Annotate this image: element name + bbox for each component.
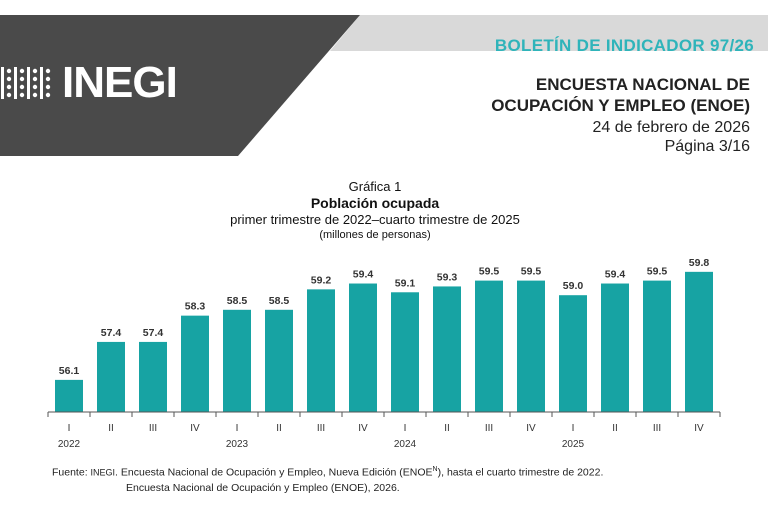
x-tick-label-8: IV xyxy=(358,423,368,434)
bar-5 xyxy=(223,309,251,412)
source-line1: Fuente: INEGI. Encuesta Nacional de Ocup… xyxy=(52,462,603,481)
data-label-12: 59.5 xyxy=(521,266,542,278)
data-label-11: 59.5 xyxy=(479,266,500,278)
bar-11 xyxy=(475,280,503,412)
data-label-14: 59.4 xyxy=(605,269,626,281)
data-label-13: 59.0 xyxy=(563,280,584,292)
x-tick-label-10: II xyxy=(444,423,450,434)
bar-3 xyxy=(139,341,167,412)
data-label-8: 59.4 xyxy=(353,269,374,281)
inegi-logo: INEGI xyxy=(0,58,178,107)
header-light-band xyxy=(330,15,768,51)
bar-16 xyxy=(685,271,713,412)
x-tick-label-13: I xyxy=(572,423,575,434)
bar-15 xyxy=(643,280,671,412)
bulletin-title: BOLETÍN DE INDICADOR 97/26 xyxy=(494,36,754,55)
chart-titles: Gráfica 1 Población ocupada primer trime… xyxy=(0,179,750,242)
year-label-2025: 2025 xyxy=(562,439,585,450)
x-tick-label-14: II xyxy=(612,423,618,434)
chart-title: Población ocupada xyxy=(310,195,440,211)
chart-subtitle: primer trimestre de 2022–cuarto trimestr… xyxy=(230,212,520,227)
bar-7 xyxy=(307,289,335,412)
data-label-1: 56.1 xyxy=(59,365,80,377)
bar-6 xyxy=(265,309,293,412)
x-tick-label-2: II xyxy=(108,423,114,434)
bar-14 xyxy=(601,283,629,412)
x-tick-label-16: IV xyxy=(694,423,704,434)
data-label-3: 57.4 xyxy=(143,327,164,339)
inegi-logo-mark xyxy=(1,67,51,99)
bar-4 xyxy=(181,315,209,412)
source-sup: N xyxy=(432,466,438,473)
source-line2: Encuesta Nacional de Ocupación y Empleo … xyxy=(126,481,400,494)
bar-13 xyxy=(559,295,587,412)
bar-chart: 56.1I57.4II57.4III58.3IV58.5I58.5II59.2I… xyxy=(47,257,721,450)
source-org: INEGI xyxy=(90,467,116,478)
x-tick-label-1: I xyxy=(68,423,71,434)
chart-label: Gráfica 1 xyxy=(348,179,402,194)
x-tick-label-5: I xyxy=(236,423,239,434)
data-label-5: 58.5 xyxy=(227,295,248,307)
header-band xyxy=(0,15,768,156)
x-tick-label-7: III xyxy=(317,423,325,434)
survey-title-line2: OCUPACIÓN Y EMPLEO (ENOE) xyxy=(491,96,750,115)
bar-8 xyxy=(349,283,377,412)
x-tick-label-3: III xyxy=(149,423,157,434)
bar-2 xyxy=(97,341,125,412)
data-label-7: 59.2 xyxy=(311,274,332,286)
survey-title-line1: ENCUESTA NACIONAL DE xyxy=(535,75,750,94)
data-label-16: 59.8 xyxy=(689,257,710,269)
x-tick-label-6: II xyxy=(276,423,282,434)
data-label-6: 58.5 xyxy=(269,295,290,307)
source-prefix: Fuente: xyxy=(52,466,91,479)
data-label-4: 58.3 xyxy=(185,301,206,313)
data-label-10: 59.3 xyxy=(437,271,458,283)
inegi-logo-text: INEGI xyxy=(62,58,178,107)
survey-title: ENCUESTA NACIONAL DE OCUPACIÓN Y EMPLEO … xyxy=(491,74,750,116)
x-tick-label-15: III xyxy=(653,423,661,434)
page-number: Página 3/16 xyxy=(664,138,750,155)
data-label-15: 59.5 xyxy=(647,266,668,278)
chart-units: (millones de personas) xyxy=(319,229,431,241)
x-tick-label-9: I xyxy=(404,423,407,434)
x-tick-label-11: III xyxy=(485,423,493,434)
publication-date: 24 de febrero de 2026 xyxy=(592,119,750,136)
bar-1 xyxy=(55,379,83,412)
year-label-2024: 2024 xyxy=(394,439,417,450)
source-text: . Encuesta Nacional de Ocupación y Emple… xyxy=(115,466,433,479)
source-note: Fuente: INEGI. Encuesta Nacional de Ocup… xyxy=(52,462,603,496)
x-tick-label-4: IV xyxy=(190,423,200,434)
source-end: ), hasta el cuarto trimestre de 2022. xyxy=(437,466,604,479)
date-block: 24 de febrero de 2026 Página 3/16 xyxy=(593,118,750,156)
x-tick-label-12: IV xyxy=(526,423,536,434)
data-label-2: 57.4 xyxy=(101,327,122,339)
data-label-9: 59.1 xyxy=(395,277,416,289)
header-dark-band xyxy=(0,15,360,156)
bar-10 xyxy=(433,286,461,412)
year-label-2022: 2022 xyxy=(58,439,81,450)
year-label-2023: 2023 xyxy=(226,439,249,450)
bar-9 xyxy=(391,292,419,412)
bar-12 xyxy=(517,280,545,412)
